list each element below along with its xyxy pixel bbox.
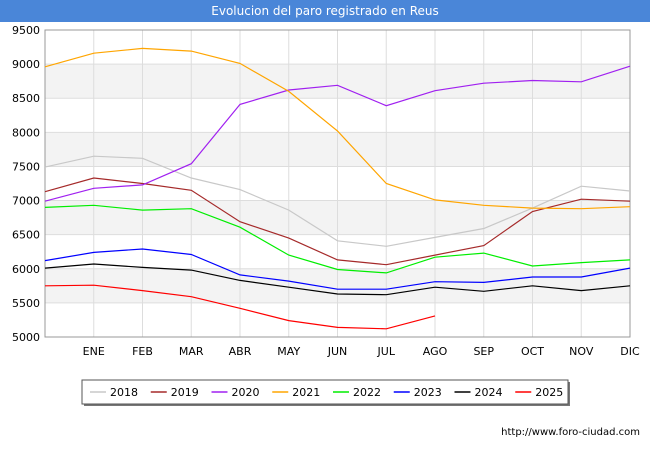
x-tick-label: ENE bbox=[83, 345, 105, 358]
x-tick-label: ABR bbox=[229, 345, 252, 358]
y-tick-label: 9500 bbox=[12, 24, 40, 37]
x-tick-label: FEB bbox=[132, 345, 153, 358]
y-tick-label: 6500 bbox=[12, 229, 40, 242]
y-tick-label: 5500 bbox=[12, 297, 40, 310]
x-tick-label: MAR bbox=[179, 345, 204, 358]
legend-label-2019: 2019 bbox=[171, 386, 199, 399]
y-tick-label: 8000 bbox=[12, 126, 40, 139]
x-tick-label: SEP bbox=[473, 345, 494, 358]
plot-border bbox=[44, 29, 631, 338]
series-line-2025 bbox=[44, 284, 436, 330]
footer-url[interactable]: http://www.foro-ciudad.com bbox=[501, 427, 640, 438]
legend-label-2022: 2022 bbox=[353, 386, 381, 399]
x-tick-label: JUN bbox=[327, 345, 348, 358]
legend-label-2018: 2018 bbox=[110, 386, 138, 399]
y-tick-label: 5000 bbox=[12, 331, 40, 344]
series-line-2019 bbox=[44, 177, 631, 266]
series-line-2023 bbox=[44, 248, 631, 290]
legend-label-2024: 2024 bbox=[475, 386, 503, 399]
legend-label-2020: 2020 bbox=[232, 386, 260, 399]
x-tick-label: OCT bbox=[521, 345, 544, 358]
series-line-2022 bbox=[44, 204, 631, 274]
y-tick-label: 6000 bbox=[12, 263, 40, 276]
title-bar: Evolucion del paro registrado en Reus bbox=[0, 0, 650, 22]
series-line-2021 bbox=[44, 47, 631, 210]
legend-label-2025: 2025 bbox=[535, 386, 563, 399]
x-tick-label: NOV bbox=[569, 345, 594, 358]
x-tick-label: AGO bbox=[423, 345, 448, 358]
y-tick-label: 7500 bbox=[12, 160, 40, 173]
legend-label-2021: 2021 bbox=[292, 386, 320, 399]
x-tick-label: JUL bbox=[377, 345, 396, 358]
legend-label-2023: 2023 bbox=[414, 386, 442, 399]
x-tick-label: DIC bbox=[620, 345, 640, 358]
series-line-2024 bbox=[44, 263, 631, 296]
y-tick-label: 7000 bbox=[12, 195, 40, 208]
series-line-2020 bbox=[44, 65, 631, 202]
y-tick-label: 9000 bbox=[12, 58, 40, 71]
chart-title: Evolucion del paro registrado en Reus bbox=[211, 4, 439, 18]
x-tick-label: MAY bbox=[277, 345, 300, 358]
y-tick-label: 8500 bbox=[12, 92, 40, 105]
